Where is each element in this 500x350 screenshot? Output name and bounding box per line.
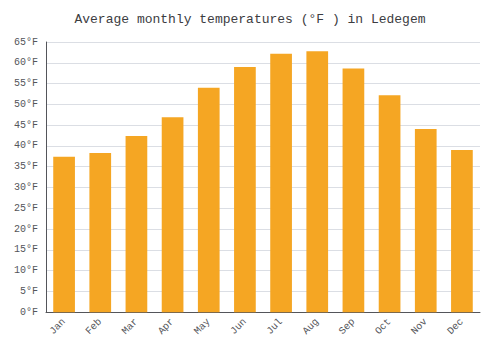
svg-text:65°F: 65°F xyxy=(14,37,38,48)
svg-text:Apr: Apr xyxy=(156,316,176,336)
svg-text:Jun: Jun xyxy=(228,316,248,336)
svg-text:Average monthly temperatures (: Average monthly temperatures (°F ) in Le… xyxy=(74,12,425,27)
svg-text:40°F: 40°F xyxy=(14,140,38,151)
svg-text:Nov: Nov xyxy=(409,316,429,336)
svg-text:55°F: 55°F xyxy=(14,78,38,89)
svg-text:15°F: 15°F xyxy=(14,244,38,255)
svg-text:Sep: Sep xyxy=(337,316,357,336)
svg-text:Oct: Oct xyxy=(373,316,393,336)
svg-text:60°F: 60°F xyxy=(14,57,38,68)
svg-text:Jul: Jul xyxy=(264,316,284,336)
svg-text:May: May xyxy=(192,316,212,336)
svg-text:Mar: Mar xyxy=(120,316,140,336)
svg-text:50°F: 50°F xyxy=(14,99,38,110)
svg-text:Aug: Aug xyxy=(301,316,321,336)
svg-text:10°F: 10°F xyxy=(14,265,38,276)
svg-text:5°F: 5°F xyxy=(20,286,38,297)
svg-text:35°F: 35°F xyxy=(14,161,38,172)
svg-text:45°F: 45°F xyxy=(14,120,38,131)
svg-text:25°F: 25°F xyxy=(14,203,38,214)
svg-text:20°F: 20°F xyxy=(14,224,38,235)
svg-text:Jan: Jan xyxy=(47,316,67,336)
svg-text:0°F: 0°F xyxy=(20,307,38,318)
svg-text:Feb: Feb xyxy=(84,316,104,336)
svg-text:Dec: Dec xyxy=(445,316,465,336)
svg-text:30°F: 30°F xyxy=(14,182,38,193)
